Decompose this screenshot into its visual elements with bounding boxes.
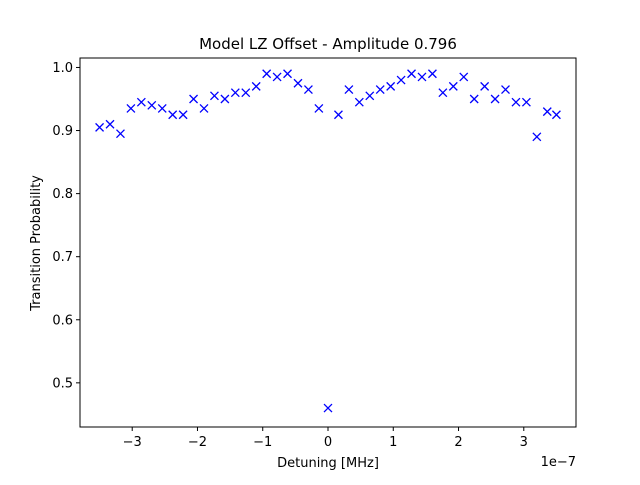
y-tick-label: 1.0 [52,61,73,76]
data-point [375,85,385,94]
data-point [532,132,542,142]
data-point [365,91,375,101]
x-axis-label: Detuning [MHz] [277,456,379,471]
data-point [209,91,219,101]
data-point [178,110,188,120]
data-point [551,110,561,120]
y-tick-label: 0.7 [52,250,73,265]
y-tick-label: 0.8 [52,187,73,202]
x-tick-label: −1 [253,435,272,450]
data-point [283,69,292,79]
y-tick-label: 0.6 [52,313,73,328]
data-point [459,72,469,82]
data-point [480,81,490,91]
data-point [427,69,437,79]
x-tick-label: 1 [389,435,397,450]
data-point [333,110,343,120]
data-point [251,81,261,91]
data-point [303,85,313,94]
data-point [490,94,500,104]
x-tick-label: −3 [123,435,142,450]
data-point [95,122,105,132]
data-point [511,97,521,107]
data-markers [95,69,561,413]
data-point [407,69,416,79]
data-point [323,403,333,413]
data-point [417,72,427,82]
data-point [314,104,324,113]
x-tick-label: 2 [454,435,462,450]
data-point [354,97,364,107]
data-point [241,88,251,98]
data-point [386,81,396,91]
data-point [189,94,199,104]
x-axis-offset-label: 1e−7 [541,455,576,470]
axis-ticks: −3 −2 −1 0 1 2 3 0.5 0.6 0.7 0.8 0.9 1.0 [52,61,528,450]
y-axis-label: Transition Probability [29,175,44,312]
x-tick-label: 3 [520,435,528,450]
y-tick-label: 0.9 [52,124,73,139]
data-point [344,85,354,94]
data-point [501,85,510,94]
data-point [116,129,125,139]
data-point [199,104,209,113]
data-point [230,88,240,98]
data-point [136,97,146,107]
data-point [542,107,552,117]
data-point [168,110,178,120]
data-point [396,75,406,85]
data-point [438,88,448,98]
plot-frame [79,57,577,428]
data-point [220,94,230,104]
x-tick-label: −2 [188,435,207,450]
data-point [521,97,531,107]
y-tick-label: 0.5 [52,376,73,391]
data-point [105,119,115,129]
data-point [147,100,157,110]
x-tick-label: 0 [324,435,332,450]
data-point [272,72,282,82]
data-point [293,78,303,88]
data-point [448,81,458,91]
chart-title: Model LZ Offset - Amplitude 0.796 [199,35,457,53]
data-point [469,94,479,104]
data-point [126,104,136,113]
data-point [262,69,272,79]
data-point [157,104,167,113]
